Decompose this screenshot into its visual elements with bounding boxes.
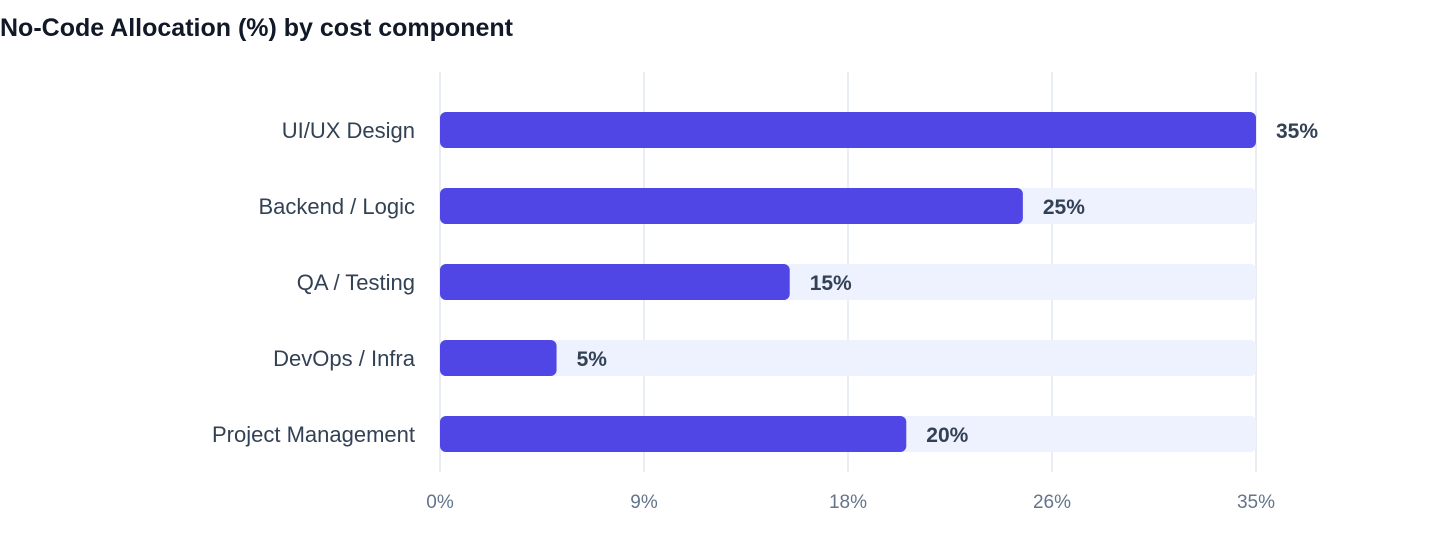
value-label: 15%: [810, 272, 852, 295]
category-label: DevOps / Infra: [273, 346, 416, 371]
value-label: 5%: [577, 348, 608, 371]
bar: [440, 264, 790, 300]
category-label: QA / Testing: [297, 270, 415, 295]
bar-track: [440, 340, 1256, 376]
chart-title: No-Code Allocation (%) by cost component: [0, 14, 513, 42]
x-tick-label: 26%: [1033, 492, 1071, 513]
bar: [440, 188, 1023, 224]
category-label: UI/UX Design: [282, 118, 415, 143]
value-label: 20%: [926, 424, 968, 447]
x-tick-label: 18%: [829, 492, 867, 513]
bar: [440, 340, 557, 376]
category-label: Project Management: [212, 422, 415, 447]
x-tick-label: 0%: [426, 492, 454, 513]
bar: [440, 112, 1256, 148]
x-axis-tick-labels: 0% 9% 18% 26% 35%: [426, 492, 1275, 513]
x-tick-label: 35%: [1237, 492, 1275, 513]
value-labels: 35% 25% 15% 5% 20%: [577, 120, 1319, 447]
category-label: Backend / Logic: [258, 194, 415, 219]
value-label: 25%: [1043, 196, 1085, 219]
x-tick-label: 9%: [630, 492, 658, 513]
value-label: 35%: [1276, 120, 1318, 143]
category-labels: UI/UX Design Backend / Logic QA / Testing D…: [212, 118, 416, 447]
bar: [440, 416, 907, 452]
bars: [440, 112, 1256, 452]
